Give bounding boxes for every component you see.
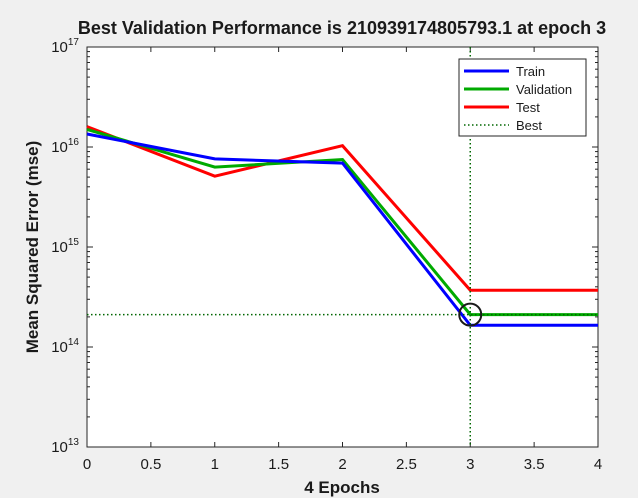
x-axis-ticks: 0 0.5 1 1.5 2 2.5 3 3.5 4 <box>83 47 602 473</box>
x-tick-label: 4 <box>594 456 602 473</box>
best-point-marker <box>458 302 483 327</box>
legend-label-train: Train <box>516 64 545 79</box>
x-tick-label: 1 <box>211 456 219 473</box>
x-tick-label: 1.5 <box>268 456 289 473</box>
y-tick-label: 1016 <box>51 137 79 156</box>
best-marker-layer <box>87 47 598 447</box>
x-tick-label: 3 <box>466 456 474 473</box>
y-tick-label: 1013 <box>51 437 79 456</box>
x-axis-label: 4 Epochs <box>304 478 380 497</box>
x-tick-label: 2 <box>338 456 346 473</box>
legend-label-best: Best <box>516 118 542 133</box>
legend-label-validation: Validation <box>516 82 572 97</box>
x-tick-label: 2.5 <box>396 456 417 473</box>
chart-title: Best Validation Performance is 210939174… <box>78 18 606 38</box>
y-tick-label: 1017 <box>51 37 79 56</box>
series-layer <box>86 125 598 327</box>
x-tick-label: 3.5 <box>524 456 545 473</box>
series-line-validation <box>86 127 598 317</box>
series-line-test <box>86 125 598 292</box>
x-tick-label: 0 <box>83 456 91 473</box>
legend: Train Validation Test Best <box>458 58 587 137</box>
y-tick-label: 1015 <box>51 237 79 256</box>
series-line-train <box>86 132 598 327</box>
y-tick-label: 1014 <box>51 337 79 356</box>
y-axis-ticks: 1013 1014 1015 1016 1017 <box>51 37 598 456</box>
legend-label-test: Test <box>516 100 540 115</box>
x-tick-label: 0.5 <box>140 456 161 473</box>
y-axis-label: Mean Squared Error (mse) <box>23 141 42 354</box>
